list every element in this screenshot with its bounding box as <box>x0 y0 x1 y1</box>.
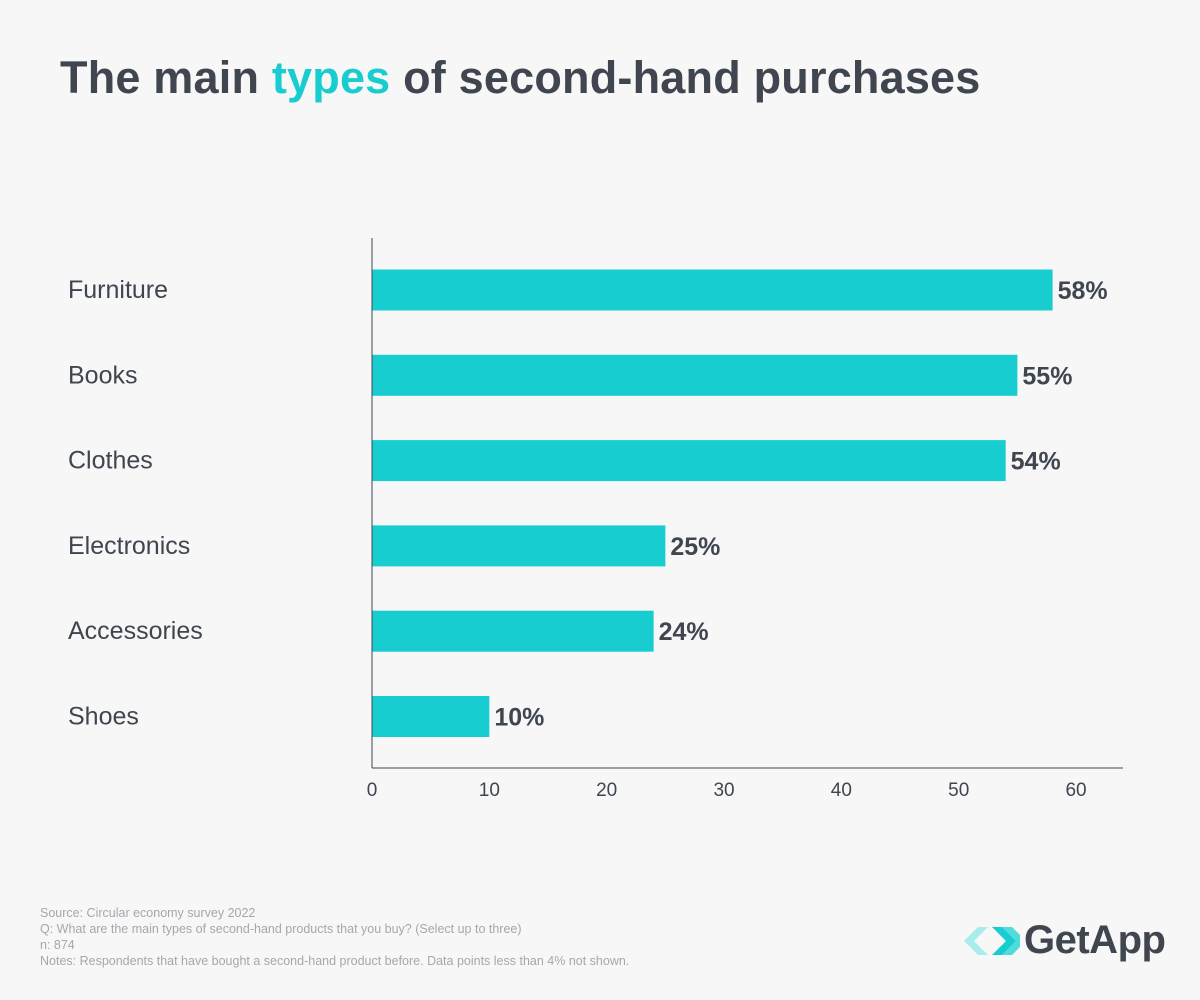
category-label-accessories: Accessories <box>68 617 203 645</box>
category-label-furniture: Furniture <box>68 276 168 304</box>
x-tick-label-20: 20 <box>596 780 617 801</box>
bars-group <box>372 269 1053 737</box>
title-accent: types <box>271 52 391 103</box>
x-tick-label-0: 0 <box>367 780 378 801</box>
x-tick-label-30: 30 <box>713 780 734 801</box>
bar-clothes <box>372 440 1006 482</box>
x-tick-label-60: 60 <box>1065 780 1086 801</box>
value-label-accessories: 24% <box>659 618 709 646</box>
sample-size-note: n: 874 <box>40 938 75 952</box>
value-label-clothes: 54% <box>1011 448 1061 476</box>
category-label-electronics: Electronics <box>68 532 190 560</box>
notes-note: Notes: Respondents that have bought a se… <box>40 954 630 968</box>
bar-shoes <box>372 696 490 737</box>
bar-furniture <box>372 269 1053 311</box>
x-tick-label-10: 10 <box>479 780 500 801</box>
category-label-shoes: Shoes <box>68 703 139 731</box>
getapp-logo-text: GetApp <box>1024 918 1166 962</box>
bar-electronics <box>372 525 666 567</box>
chart-title: The main types of second-hand purchases <box>60 52 981 104</box>
source-note: Source: Circular economy survey 2022 <box>40 906 256 920</box>
bar-accessories <box>372 610 654 652</box>
x-tick-label-40: 40 <box>831 780 852 801</box>
title-part-1: The main <box>60 52 272 103</box>
category-label-clothes: Clothes <box>68 447 153 475</box>
bar-books <box>372 354 1018 396</box>
value-labels: 58% 55% 54% 25% 24% 10% <box>494 277 1107 732</box>
category-label-books: Books <box>68 361 137 389</box>
footnotes: Source: Circular economy survey 2022 Q: … <box>40 905 629 969</box>
value-label-electronics: 25% <box>670 533 720 561</box>
category-labels: Furniture Books Clothes Electronics Accessor… <box>68 276 203 731</box>
title-part-2: of second-hand purchases <box>390 52 981 103</box>
getapp-chevrons-icon <box>964 926 1020 955</box>
value-label-shoes: 10% <box>494 704 544 732</box>
value-label-books: 55% <box>1022 362 1072 390</box>
question-note: Q: What are the main types of second-han… <box>40 922 522 936</box>
getapp-logo: GetApp <box>962 918 1166 963</box>
value-label-furniture: 58% <box>1058 277 1108 305</box>
x-tick-label-50: 50 <box>948 780 969 801</box>
x-axis-ticks: 0 10 20 30 40 50 60 <box>367 780 1087 801</box>
bar-chart: Furniture Books Clothes Electronics Accessor… <box>68 238 1123 801</box>
